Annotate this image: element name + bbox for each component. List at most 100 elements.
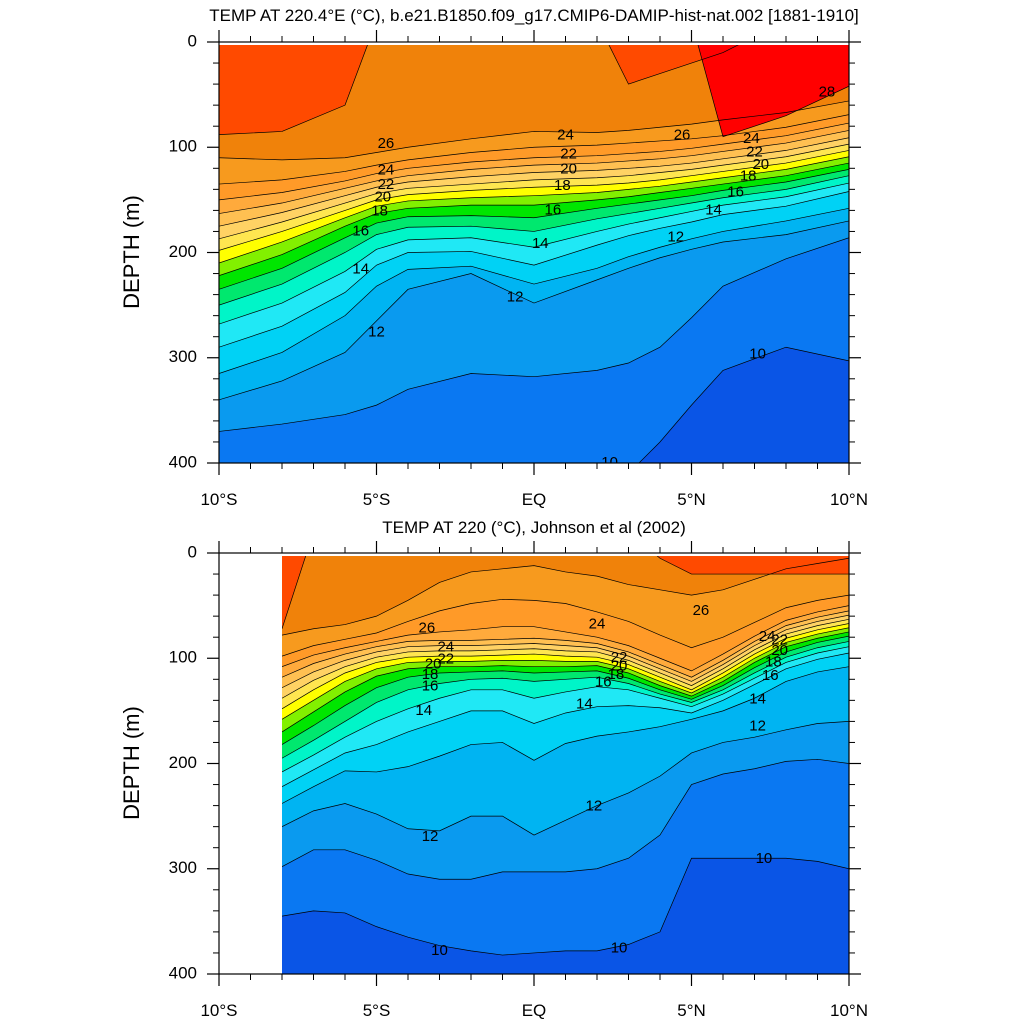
contour-label: 18 [371,202,388,219]
contour-18 [282,631,849,733]
y-tick-label: 100 [169,648,197,667]
contour-label: 12 [667,229,684,246]
contour-25 [282,594,849,657]
contour-21 [282,618,849,699]
contour-label: 22 [746,143,763,160]
x-tick-label: 10°N [830,1001,868,1020]
contour-label: 16 [727,183,744,200]
band-28 [698,45,849,137]
contour-23 [219,130,849,214]
contour-label: 14 [749,690,766,707]
contour-label: 12 [368,323,385,340]
contour-label: 20 [374,189,391,206]
contour-label: 20 [425,656,442,673]
contour-10 [638,346,849,463]
contour-13 [219,207,849,374]
contour-label: 10 [749,346,766,363]
contour-label: 10 [756,850,773,867]
contour-label: 22 [437,650,454,667]
contour-label: 16 [422,678,439,695]
y-tick-label: 400 [169,452,197,471]
contour-label: 26 [693,602,710,619]
contour-16 [219,175,849,306]
contour-12 [282,721,849,836]
y-tick-label: 300 [169,858,197,877]
contour-label: 14 [532,235,549,252]
contour-label: 10 [611,940,628,957]
contour-label: 22 [771,631,788,648]
contour-22 [219,137,849,227]
contour-label: 20 [560,160,577,177]
x-tick-label: 10°S [200,1001,237,1020]
contour-label: 12 [507,289,524,306]
contour-label: 24 [759,628,776,645]
contour-17 [282,635,849,745]
contour-16 [282,641,849,759]
contour-label: 14 [705,201,722,218]
contour-label: 24 [378,161,395,178]
contour-label: 24 [589,616,606,633]
contour-label: 16 [545,201,562,218]
contour-20 [282,623,849,710]
contour-label: 16 [595,673,612,690]
x-tick-label: 5°S [363,1001,391,1020]
contour-28 [697,45,849,138]
y-tick-label: 0 [188,542,197,561]
contour-label: 10 [601,454,618,471]
contour-22 [282,614,849,689]
contour-label: 26 [378,135,395,152]
contour-15 [219,182,849,325]
x-tick-label: 5°N [677,490,706,509]
contour-19 [219,156,849,264]
contour-26 [282,557,849,636]
contour-label: 26 [419,620,436,637]
x-tick-label: EQ [522,490,547,509]
x-tick-label: 10°N [830,490,868,509]
contour-label: 20 [771,642,788,659]
contour-19 [282,627,849,720]
panel-2-plot-area: 2624222018161412242220181614122624222018… [282,556,849,974]
contour-label: 22 [378,176,395,193]
y-tick-label: 400 [169,963,197,982]
panel-1-y-axis-label: DEPTH (m) [119,195,144,309]
band-26 [282,556,849,636]
y-tick-label: 200 [169,242,197,261]
panel-2-y-axis-label: DEPTH (m) [119,706,144,820]
contour-label: 14 [415,702,432,719]
contour-label: 16 [352,222,369,239]
contour-label: 18 [765,653,782,670]
contour-label: 22 [560,146,577,163]
contour-label: 12 [422,828,439,845]
contour-11 [219,237,849,432]
contour-label: 26 [674,127,691,144]
contour-26 [219,100,849,161]
y-tick-label: 200 [169,753,197,772]
contour-label: 14 [352,260,369,277]
contour-27 [282,556,849,629]
contour-label: 18 [554,177,571,194]
contour-11 [282,758,849,880]
x-tick-label: 10°S [200,490,237,509]
contour-label: 24 [437,639,454,656]
contour-label: 18 [422,666,439,683]
contour-label: 18 [740,168,757,185]
contour-21 [219,143,849,240]
contour-17 [219,169,849,290]
contour-label: 12 [749,718,766,735]
x-tick-label: 5°N [677,1001,706,1020]
x-tick-label: 5°S [363,490,391,509]
contour-12 [219,220,849,401]
contour-15 [282,646,849,773]
panel-2-title: TEMP AT 220 (°C), Johnson et al (2002) [382,518,686,537]
panel-observations: TEMP AT 220 (°C), Johnson et al (2002) D… [119,518,868,1020]
contour-10 [282,857,849,956]
contour-23 [282,610,849,678]
contour-label: 16 [762,667,779,684]
panel-1-title: TEMP AT 220.4°E (°C), b.e21.B1850.f09_g1… [209,6,859,25]
y-tick-label: 300 [169,347,197,366]
contour-label: 14 [576,696,593,713]
panel-model: TEMP AT 220.4°E (°C), b.e21.B1850.f09_g1… [119,6,868,509]
